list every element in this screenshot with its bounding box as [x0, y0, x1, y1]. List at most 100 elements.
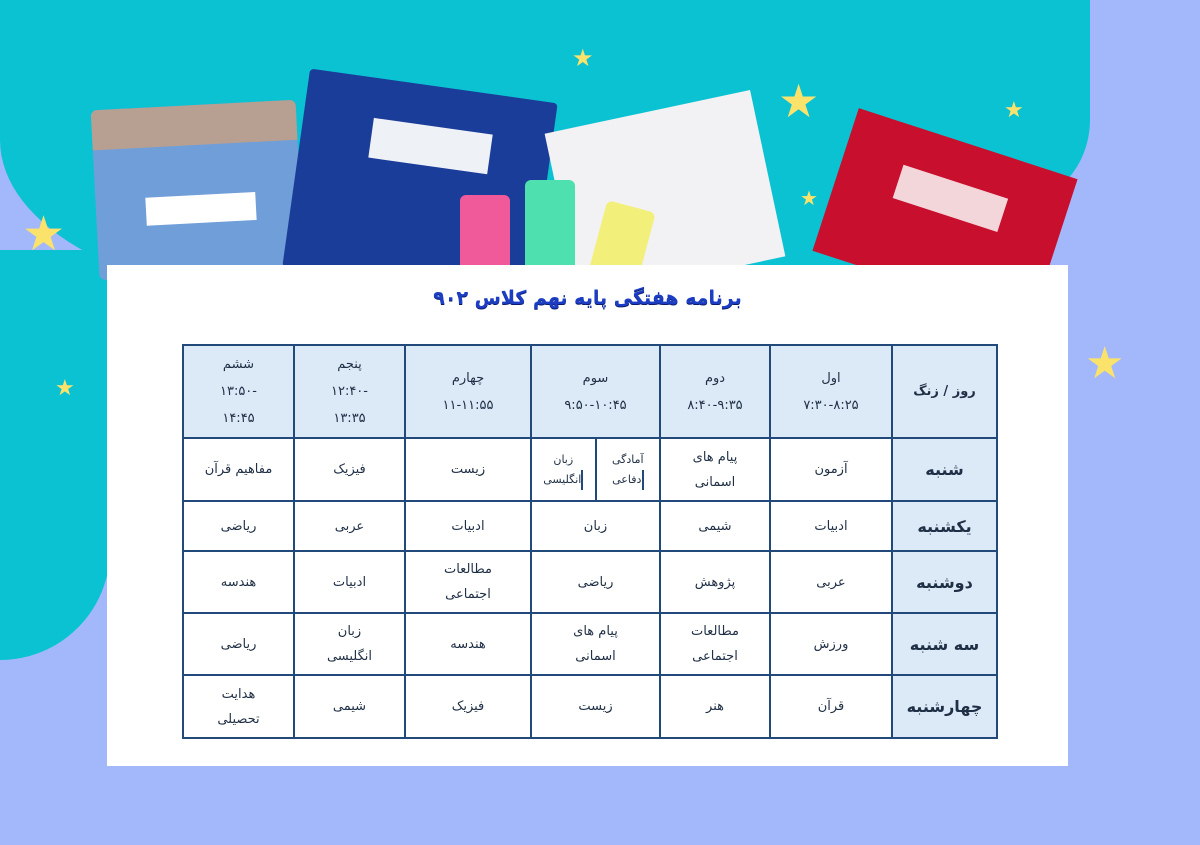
- cell-line: اجتماعی: [692, 649, 738, 664]
- class-cell: شیمی: [293, 674, 406, 739]
- class-cell: آزمون: [769, 437, 893, 502]
- cell-line: آزمون: [814, 462, 848, 477]
- period-name: دوم: [704, 370, 726, 386]
- cell-line: اسمانی: [694, 474, 736, 490]
- star-icon: ★: [22, 206, 66, 262]
- cell-line: زبان: [553, 452, 574, 466]
- cell-line: ۸:۴۰-۹:۳۵: [687, 397, 743, 413]
- day-cell: دوشنبه: [891, 550, 998, 614]
- corner-header: روز / زنگ: [891, 344, 998, 439]
- cell-line: دفاعی: [612, 469, 644, 490]
- class-cell: عربی: [293, 500, 406, 552]
- class-cell: پیام های اسمانی: [659, 437, 771, 502]
- day-cell: شنبه: [891, 437, 998, 502]
- cell-line: اسمانی: [575, 649, 616, 664]
- class-cell: عربی: [769, 550, 893, 614]
- class-cell: مفاهیم قرآن: [182, 437, 295, 502]
- class-cell: زبان انگلیسی: [293, 612, 406, 676]
- period-header: چهارم ۱۱-۱۱:۵۵: [404, 344, 532, 439]
- teal-background-shape: [0, 250, 110, 660]
- class-cell: پژوهش: [659, 550, 771, 614]
- star-icon: ★: [55, 376, 75, 401]
- cell-line: زیست: [450, 462, 486, 477]
- table-row: شنبه آزمون پیام های اسمانی آمادگی دفاعی زبان ان…: [182, 437, 998, 502]
- header-row: روز / زنگ اول ۷:۳۰-۸:۲۵ دوم ۸:۴۰-۹:۳۵ سوم ۹:۵۰…: [182, 344, 998, 439]
- split-subcell: آمادگی دفاعی: [597, 439, 660, 500]
- cell-line: ادبیات: [332, 574, 367, 590]
- cell-line: ریاضی: [220, 636, 257, 652]
- class-cell: هندسه: [182, 550, 295, 614]
- schedule-card: برنامه هفتگی پایه نهم کلاس ۹۰۲ روز / زنگ…: [107, 265, 1068, 766]
- cell-line: ۱۳:۳۵: [333, 411, 366, 426]
- cell-line: عربی: [334, 518, 365, 534]
- period-header: اول ۷:۳۰-۸:۲۵: [769, 344, 893, 439]
- cell-line: مفاهیم قرآن: [204, 462, 273, 477]
- period-header: سوم ۹:۵۰-۱۰:۴۵: [530, 344, 661, 439]
- cell-line: هندسه: [450, 636, 486, 652]
- class-cell: ادبیات: [293, 550, 406, 614]
- class-cell: زیست: [404, 437, 532, 502]
- cell-line: ۹:۵۰-۱۰:۴۵: [564, 397, 627, 413]
- cell-line: پیام های: [573, 624, 618, 639]
- class-cell: قرآن: [769, 674, 893, 739]
- cell-line: ریاضی: [577, 574, 614, 590]
- cell-line: -۱۲:۴۰: [330, 384, 368, 399]
- split-cell: آمادگی دفاعی زبان انگلیسی: [532, 439, 659, 500]
- class-cell: ریاضی: [182, 612, 295, 676]
- weekly-schedule-table: روز / زنگ اول ۷:۳۰-۸:۲۵ دوم ۸:۴۰-۹:۳۵ سوم ۹:۵۰…: [182, 344, 998, 739]
- class-cell: ادبیات: [404, 500, 532, 552]
- cell-line: زبان: [583, 518, 608, 534]
- cell-line: ۱۱-۱۱:۵۵: [442, 397, 494, 413]
- class-cell: فیزیک: [293, 437, 406, 502]
- cell-line: شیمی: [698, 518, 732, 534]
- highlighter-illustration: [525, 180, 575, 270]
- table-row: یکشنبه ادبیات شیمی زبان ادبیات عربی ریاضی: [182, 500, 998, 552]
- cell-line: ۷:۳۰-۸:۲۵: [803, 397, 859, 413]
- class-cell: شیمی: [659, 500, 771, 552]
- cell-line: پیام های: [692, 449, 738, 465]
- day-cell: سه شنبه: [891, 612, 998, 676]
- cell-line: مطالعات: [690, 624, 740, 639]
- period-name: چهارم: [451, 370, 485, 386]
- cell-line: قرآن: [817, 699, 845, 714]
- cell-line: زبان: [337, 624, 362, 639]
- cell-line: هنر: [706, 699, 724, 714]
- star-icon: ★: [1004, 98, 1024, 123]
- period-name: ششم: [222, 357, 255, 372]
- colored-pencils-box-illustration: [90, 99, 305, 281]
- period-name: پنجم: [337, 357, 362, 372]
- star-icon: ★: [1085, 338, 1125, 389]
- day-cell: چهارشنبه: [891, 674, 998, 739]
- cell-line: فیزیک: [333, 462, 366, 477]
- cell-line: تحصیلی: [217, 711, 260, 727]
- class-cell: آمادگی دفاعی زبان انگلیسی: [530, 437, 661, 502]
- cell-line: ورزش: [813, 636, 849, 652]
- cell-line: ادبیات: [451, 518, 485, 534]
- cell-line: آمادگی: [611, 452, 644, 466]
- split-subcell: زبان انگلیسی: [532, 439, 597, 500]
- star-icon: ★: [800, 186, 818, 210]
- cell-line: -۱۳:۵۰: [219, 384, 257, 399]
- cell-line: مطالعات: [443, 562, 493, 577]
- day-cell: یکشنبه: [891, 500, 998, 552]
- period-name: اول: [821, 370, 841, 386]
- cell-line: عربی: [816, 574, 846, 590]
- cell-line: هندسه: [220, 574, 257, 590]
- class-cell: هندسه: [404, 612, 532, 676]
- cell-line: هدایت: [221, 686, 256, 702]
- cell-line: زیست: [578, 699, 613, 714]
- cell-line: ریاضی: [220, 518, 257, 534]
- period-header: ششم -۱۳:۵۰ ۱۴:۴۵: [182, 344, 295, 439]
- cell-line: انگلیسی: [543, 469, 584, 490]
- split-text: زبان انگلیسی: [543, 450, 584, 490]
- class-cell: ریاضی: [530, 550, 661, 614]
- cell-line: ادبیات: [814, 518, 848, 534]
- class-cell: هدایت تحصیلی: [182, 674, 295, 739]
- cell-line: پژوهش: [694, 574, 736, 590]
- class-cell: مطالعات اجتماعی: [659, 612, 771, 676]
- split-text: آمادگی دفاعی: [612, 450, 644, 490]
- class-cell: پیام های اسمانی: [530, 612, 661, 676]
- cell-line: انگلیسی: [326, 649, 373, 664]
- class-cell: زیست: [530, 674, 661, 739]
- class-cell: هنر: [659, 674, 771, 739]
